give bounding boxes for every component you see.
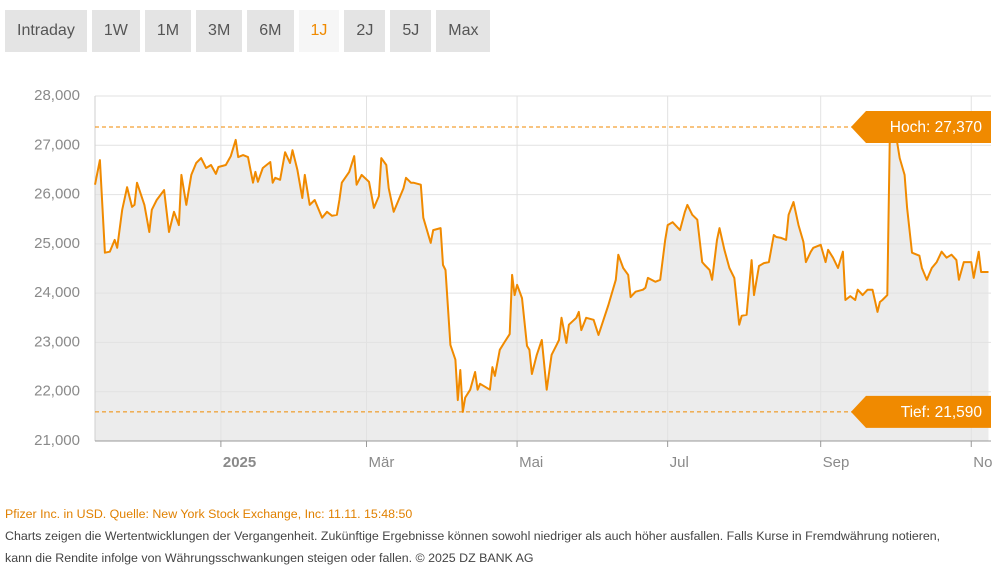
y-tick-label: 24,000 [34,284,80,301]
annotation-label: Tief: 21,590 [901,404,983,421]
range-tab[interactable]: 3M [196,10,243,52]
y-tick-label: 27,000 [34,136,80,153]
x-tick-label: Mai [519,454,543,471]
disclaimer-line: Charts zeigen die Wertentwicklungen der … [5,529,941,543]
footer: Pfizer Inc. in USD. Quelle: New York Sto… [5,503,940,569]
y-tick-label: 26,000 [34,186,80,203]
range-tab[interactable]: 2J [344,10,386,52]
annotation-box [851,395,991,428]
range-tab[interactable]: 1W [91,10,140,52]
source-note: Pfizer Inc. in USD. Quelle: New York Sto… [5,507,413,521]
x-tick-label: Jul [670,454,689,471]
annotation-label: Hoch: 27,370 [890,119,983,136]
range-tab[interactable]: 6M [247,10,294,52]
tab-bar: Intraday 1W 1M 3M 6M 1J 2J 5J Max [5,10,491,52]
range-tab[interactable]: Intraday [5,10,87,52]
range-tab[interactable]: 1J [298,10,340,52]
y-tick-label: 21,000 [34,432,80,449]
x-tick-label: Sep [823,454,850,471]
price-line [94,126,989,413]
x-axis: 2025 Mär Mai Jul Sep Nov [223,454,997,471]
y-tick-label: 22,000 [34,383,80,400]
annotation-box [851,111,991,144]
chart: 21,000 22,000 23,000 24,000 25,000 26,000 27,0… [34,87,997,471]
x-tick-label: Mär [369,454,395,471]
disclaimer-line: kann die Rendite infolge von Währungssch… [5,551,534,565]
y-tick-label: 25,000 [34,235,80,252]
range-tab[interactable]: 1M [144,10,192,52]
price-area [95,127,989,441]
range-tab[interactable]: 5J [390,10,432,52]
y-tick-label: 23,000 [34,333,80,350]
range-tab[interactable]: Max [436,10,491,52]
x-tick-label: 2025 [223,454,256,471]
x-tick-label: Nov [973,454,997,471]
y-tick-label: 28,000 [34,87,80,104]
